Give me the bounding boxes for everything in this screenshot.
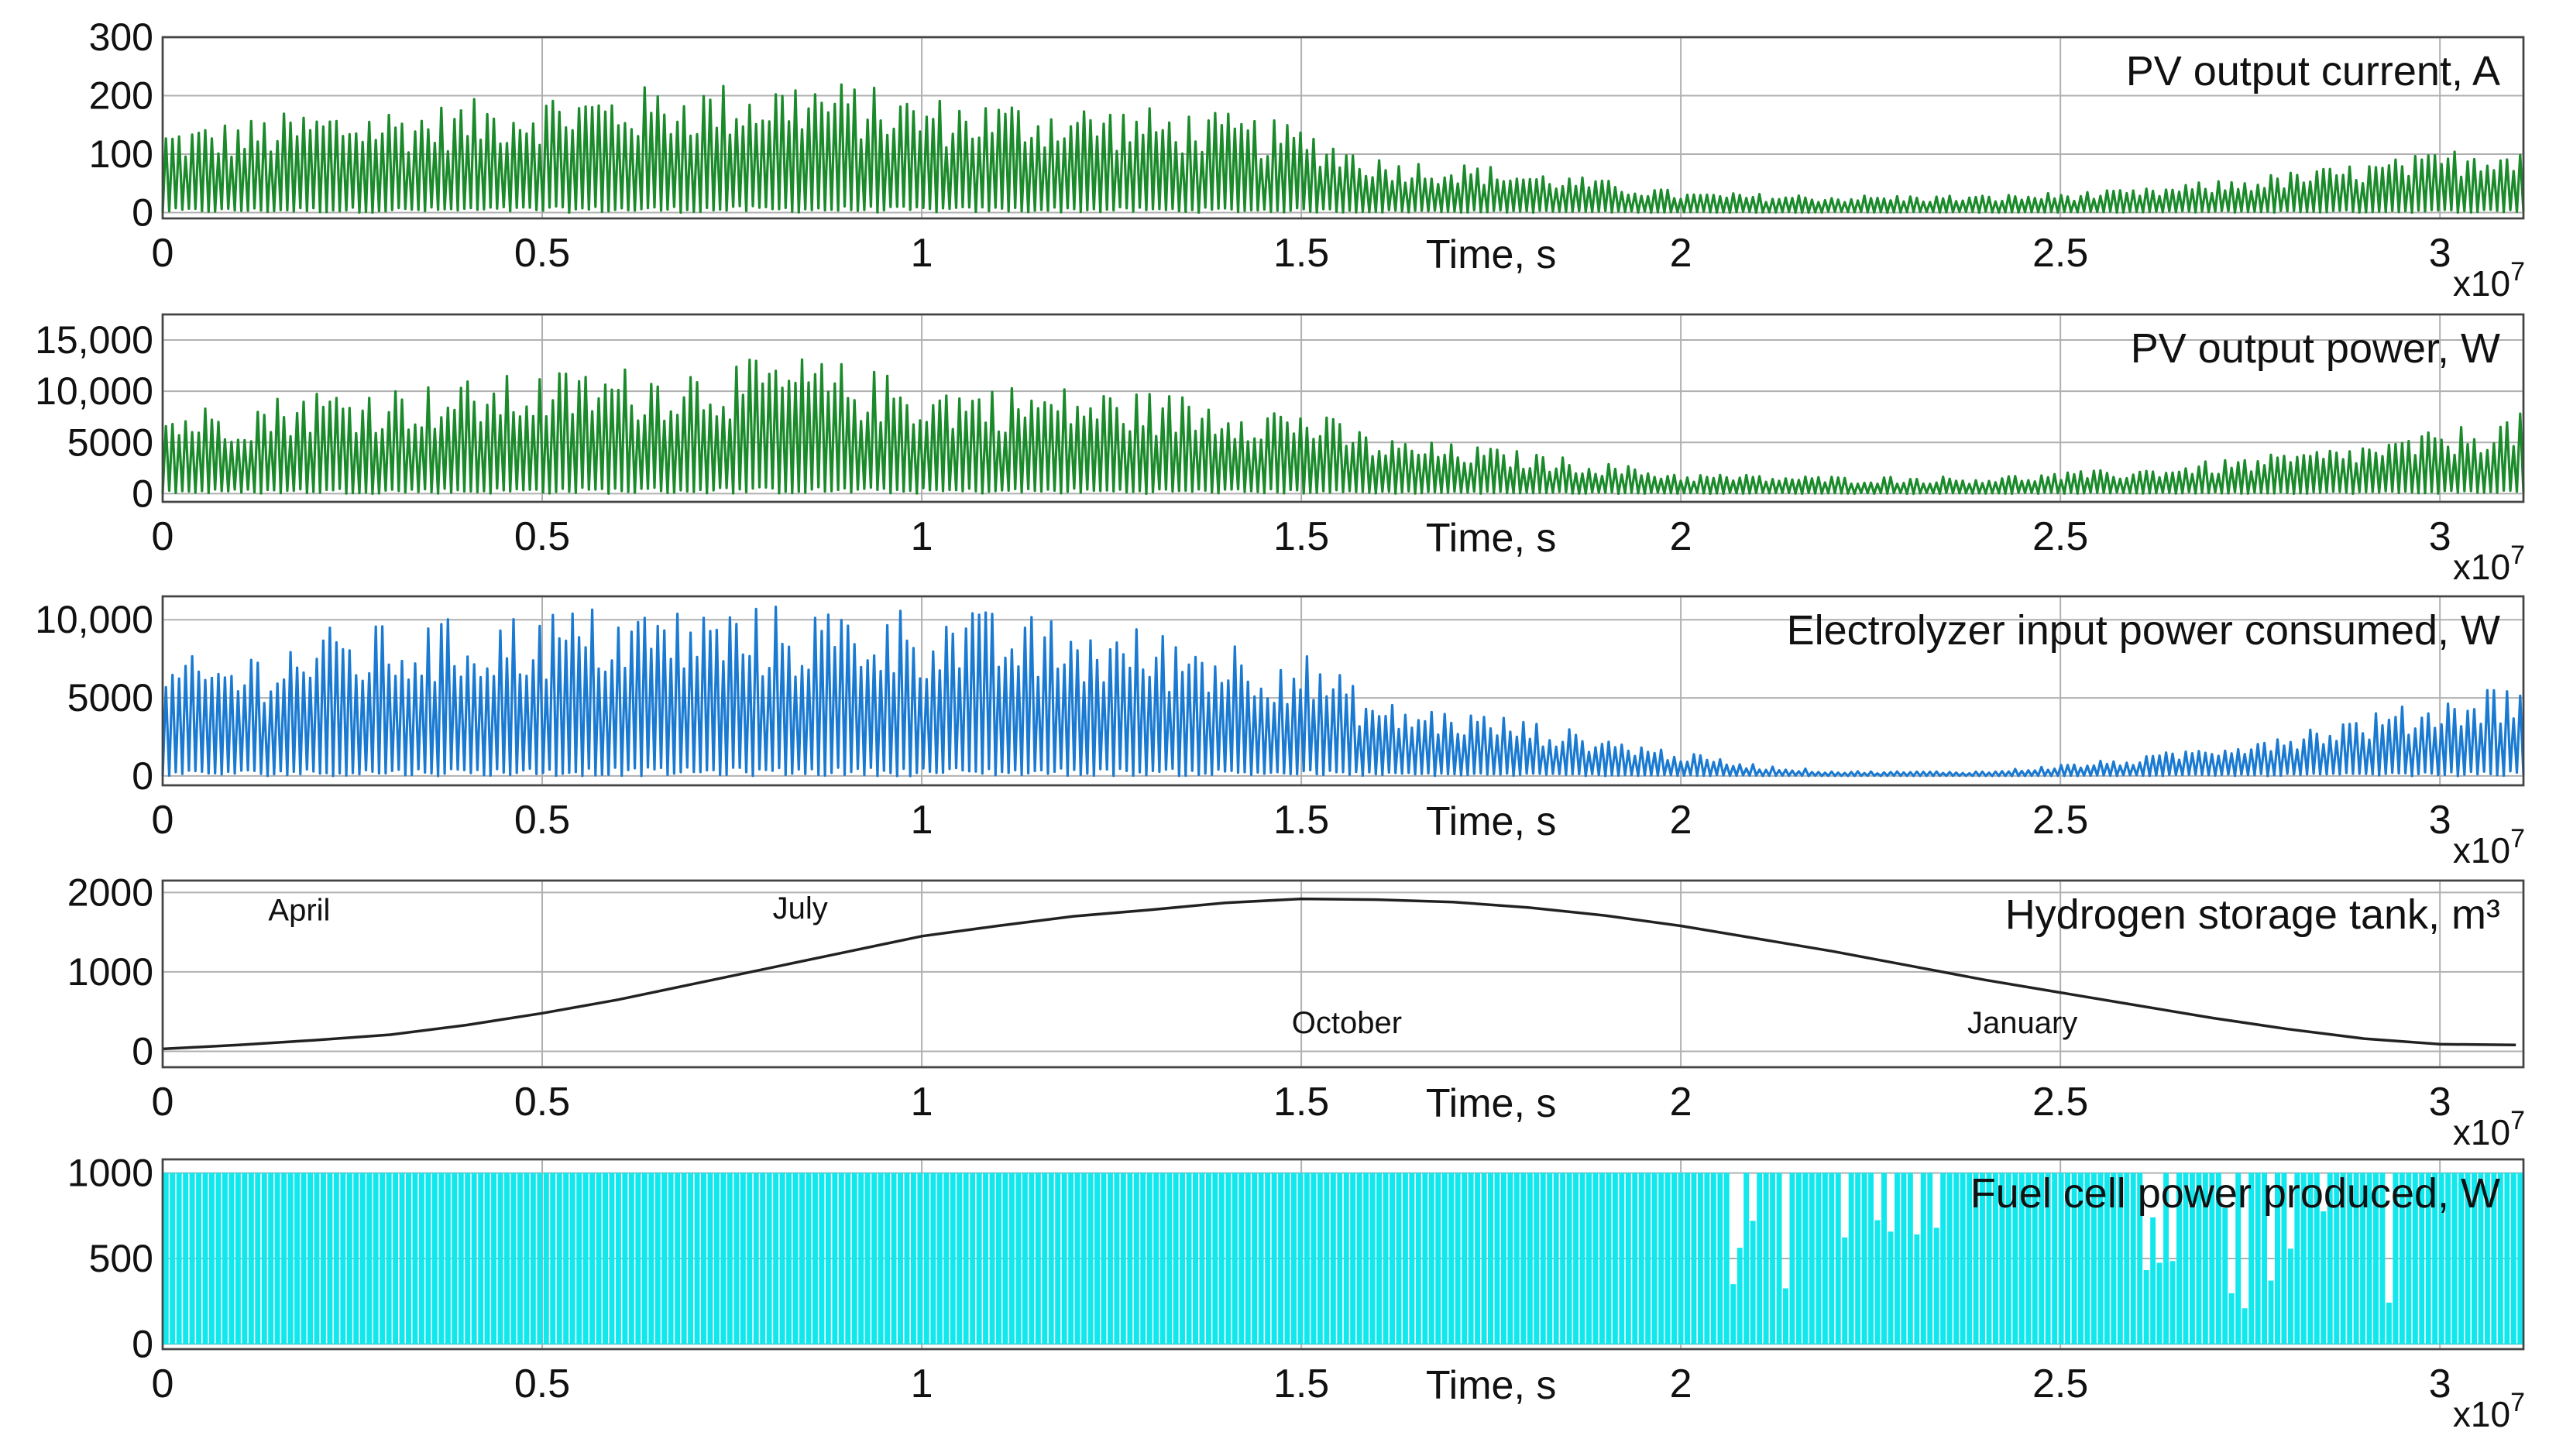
annotation-label: October xyxy=(1292,1006,1402,1040)
x-tick-label: 0.5 xyxy=(514,1362,570,1406)
y-tick-label: 0 xyxy=(132,1322,153,1365)
x-axis-label: Time, s xyxy=(1426,1363,1557,1408)
data-series-fuel-cell-power xyxy=(163,1173,2523,1344)
x-multiplier-exponent: 7 xyxy=(2510,257,2525,287)
y-tick-label: 1000 xyxy=(67,950,153,994)
x-tick-label: 0.5 xyxy=(514,514,570,559)
x-axis-label: Time, s xyxy=(1426,1081,1557,1126)
y-tick-label: 100 xyxy=(89,132,153,176)
plot-frame xyxy=(161,313,2525,503)
x-tick-label: 2 xyxy=(1670,798,1692,843)
x-tick-label: 3 xyxy=(2429,798,2451,843)
y-tick-label: 0 xyxy=(132,754,153,798)
x-tick-label: 3 xyxy=(2429,231,2451,276)
plot-frame xyxy=(161,1158,2525,1351)
x-multiplier-exponent: 7 xyxy=(2510,824,2525,853)
x-tick-label: 0.5 xyxy=(514,1080,570,1125)
x-tick-label: 2.5 xyxy=(2032,1080,2088,1125)
y-tick-label: 500 xyxy=(89,1237,153,1280)
x-tick-label: 1 xyxy=(911,1080,933,1125)
x-multiplier-exponent: 7 xyxy=(2510,1388,2525,1417)
x-multiplier-exponent: 7 xyxy=(2510,1106,2525,1135)
x-tick-label: 3 xyxy=(2429,514,2451,559)
x-tick-label: 1.5 xyxy=(1273,231,1329,276)
x-tick-label: 1.5 xyxy=(1273,1362,1329,1406)
y-tick-label: 10,000 xyxy=(35,369,153,413)
x-tick-label: 3 xyxy=(2429,1362,2451,1406)
x-tick-label: 2 xyxy=(1670,1080,1692,1125)
x-tick-label: 1 xyxy=(911,1362,933,1406)
plot-frame xyxy=(161,595,2525,787)
x-tick-label: 1.5 xyxy=(1273,798,1329,843)
x-tick-label: 3 xyxy=(2429,1080,2451,1125)
x-tick-label: 0 xyxy=(152,1362,174,1406)
x-tick-label: 0 xyxy=(152,231,174,276)
x-axis-label: Time, s xyxy=(1426,799,1557,844)
chart-title: PV output power, W xyxy=(2131,325,2500,372)
chart-title: Hydrogen storage tank, m³ xyxy=(2005,891,2500,938)
y-tick-label: 300 xyxy=(89,15,153,59)
y-tick-label: 15,000 xyxy=(35,318,153,362)
x-tick-label: 1.5 xyxy=(1273,1080,1329,1125)
x-tick-label: 1 xyxy=(911,798,933,843)
plot-frame xyxy=(161,36,2525,220)
x-tick-label: 0 xyxy=(152,798,174,843)
x-tick-label: 2.5 xyxy=(2032,514,2088,559)
x-tick-label: 2.5 xyxy=(2032,1362,2088,1406)
x-tick-label: 2.5 xyxy=(2032,231,2088,276)
y-tick-label: 200 xyxy=(89,74,153,117)
data-series-pv-power xyxy=(161,358,2525,495)
plot-area xyxy=(161,879,2525,1069)
x-tick-label: 2 xyxy=(1670,231,1692,276)
x-multiplier-exponent: 7 xyxy=(2510,541,2525,570)
data-series-pv-current xyxy=(161,83,2525,214)
x-tick-label: 0 xyxy=(152,514,174,559)
chart-title: Fuel cell power produced, W xyxy=(1970,1170,2500,1217)
x-tick-label: 2 xyxy=(1670,1362,1692,1406)
y-tick-label: 10,000 xyxy=(35,598,153,641)
x-axis-label: Time, s xyxy=(1426,516,1557,561)
x-tick-label: 0 xyxy=(152,1080,174,1125)
x-tick-label: 0.5 xyxy=(514,231,570,276)
data-series-hydrogen-storage xyxy=(162,897,2516,1051)
x-tick-label: 2.5 xyxy=(2032,798,2088,843)
x-tick-label: 2 xyxy=(1670,514,1692,559)
annotation-label: April xyxy=(268,893,330,927)
y-tick-label: 2000 xyxy=(67,871,153,914)
y-tick-label: 0 xyxy=(132,191,153,234)
x-tick-label: 1 xyxy=(911,514,933,559)
y-tick-label: 5000 xyxy=(67,676,153,719)
annotation-label: July xyxy=(773,891,828,925)
x-tick-label: 1 xyxy=(911,231,933,276)
y-tick-label: 1000 xyxy=(67,1152,153,1195)
x-tick-label: 1.5 xyxy=(1273,514,1329,559)
x-tick-label: 0.5 xyxy=(514,798,570,843)
annotation-label: January xyxy=(1967,1006,2077,1040)
x-axis-label: Time, s xyxy=(1426,232,1557,277)
plot-frame xyxy=(161,879,2525,1069)
chart-title: PV output current, A xyxy=(2126,48,2500,94)
chart-title: Electrolyzer input power consumed, W xyxy=(1787,607,2500,654)
data-series-electrolyzer-power xyxy=(161,605,2525,778)
y-tick-label: 5000 xyxy=(67,421,153,464)
y-tick-label: 0 xyxy=(132,472,153,515)
y-tick-label: 0 xyxy=(132,1029,153,1073)
